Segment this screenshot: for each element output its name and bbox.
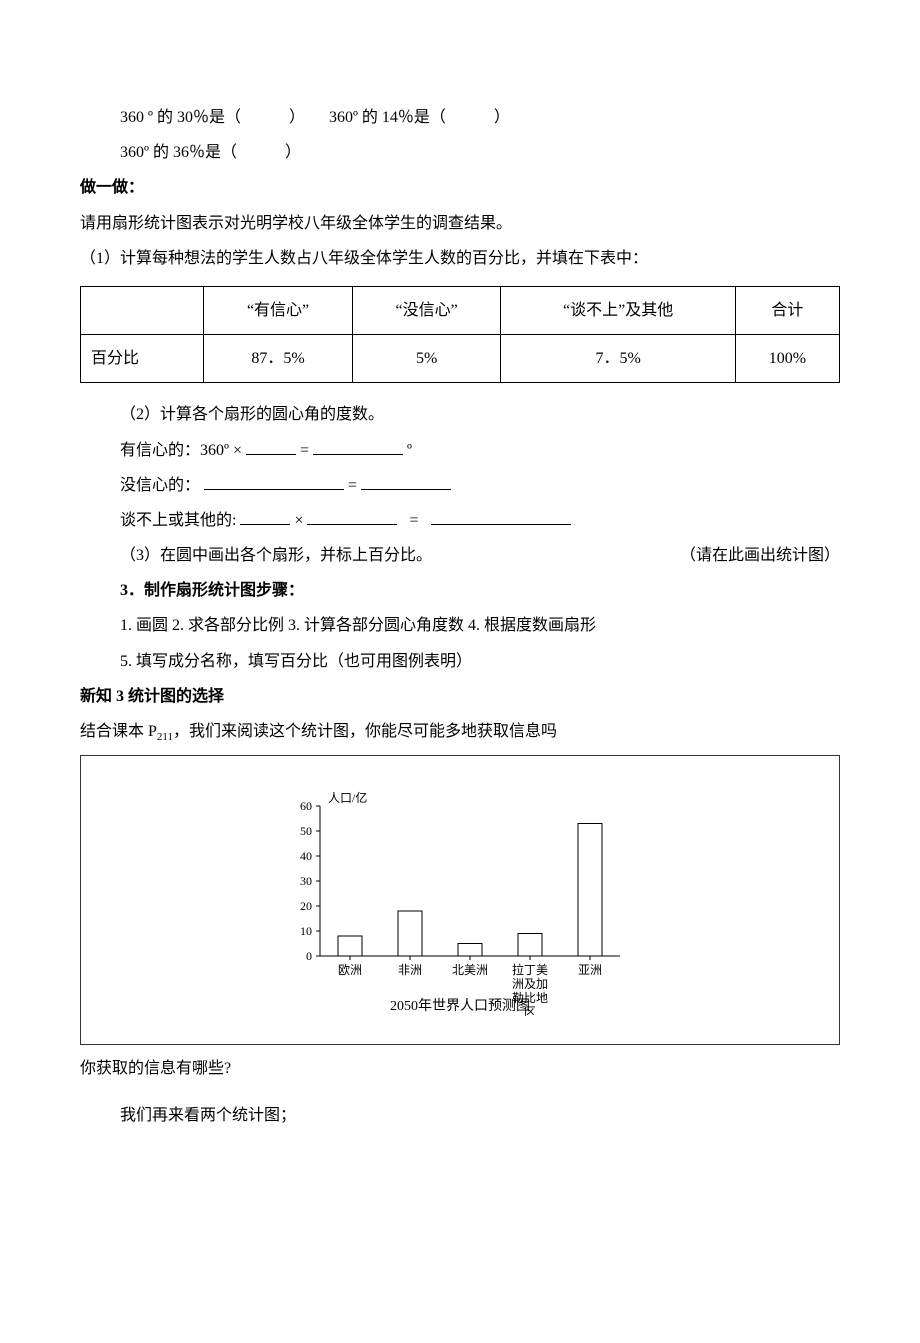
table-header-row: “有信心” “没信心” “谈不上”及其他 合计 — [81, 286, 840, 334]
xin3-intro-a: 结合课本 P — [80, 723, 157, 740]
blank-1 — [246, 438, 296, 455]
steps-line-1: 1. 画圆 2. 求各部分比例 3. 计算各部分圆心角度数 4. 根据度数画扇形 — [120, 608, 840, 643]
q2-noconf-prefix: 没信心的： — [120, 477, 200, 494]
svg-text:亚洲: 亚洲 — [578, 963, 602, 977]
steps-line-2: 5. 填写成分名称，填写百分比（也可用图例表明） — [120, 644, 840, 679]
times-1: × — [294, 512, 303, 529]
td-confident: 87．5% — [204, 335, 353, 383]
deg-1: º — [407, 442, 412, 459]
td-label: 百分比 — [81, 335, 204, 383]
svg-text:非洲: 非洲 — [398, 963, 422, 977]
svg-text:拉丁美: 拉丁美 — [512, 962, 548, 977]
eq-1: = — [300, 442, 309, 459]
chart-frame: 0102030405060人口/亿欧洲非洲北美洲拉丁美洲及加勒比地区亚洲2050… — [80, 755, 840, 1044]
q2-other-prefix: 谈不上或其他的: — [120, 512, 236, 529]
td-total: 100% — [735, 335, 839, 383]
svg-text:50: 50 — [300, 824, 312, 838]
table-row: 百分比 87．5% 5% 7．5% 100% — [81, 335, 840, 383]
q2-other: 谈不上或其他的: × = — [120, 503, 840, 538]
td-notconfident: 5% — [352, 335, 501, 383]
xin3-sub: 211 — [157, 731, 173, 743]
q2-line: （2）计算各个扇形的圆心角的度数。 — [120, 397, 840, 432]
xin3-intro-b: ，我们来阅读这个统计图，你能尽可能多地获取信息吗 — [173, 723, 557, 740]
th-total: 合计 — [735, 286, 839, 334]
blank-7 — [431, 508, 571, 525]
heading-xin3: 新知 3 统计图的选择 — [80, 679, 840, 714]
line-360-30: 360 º 的 30％是（ ） 360º 的 14％是（ ） — [120, 100, 840, 135]
th-blank — [81, 286, 204, 334]
svg-text:10: 10 — [300, 924, 312, 938]
line-360-36: 360º 的 36％是（ ） — [120, 135, 840, 170]
heading-steps: 3．制作扇形统计图步骤： — [120, 573, 840, 608]
bar-chart: 0102030405060人口/亿欧洲非洲北美洲拉丁美洲及加勒比地区亚洲2050… — [250, 776, 670, 1016]
blank-5 — [240, 508, 290, 525]
page-root: 360 º 的 30％是（ ） 360º 的 14％是（ ） 360º 的 36… — [0, 0, 920, 1343]
last-line: 我们再来看两个统计图； — [120, 1098, 840, 1133]
xin3-intro: 结合课本 P211，我们来阅读这个统计图，你能尽可能多地获取信息吗 — [80, 714, 840, 749]
eq-2: = — [348, 477, 357, 494]
q2-confident-prefix: 有信心的：360º × — [120, 442, 242, 459]
q2-confident: 有信心的：360º × = º — [120, 433, 840, 468]
svg-text:60: 60 — [300, 799, 312, 813]
svg-text:人口/亿: 人口/亿 — [328, 790, 367, 805]
percent-table: “有信心” “没信心” “谈不上”及其他 合计 百分比 87．5% 5% 7．5… — [80, 286, 840, 383]
q2-noconf: 没信心的： = — [120, 468, 840, 503]
th-confident: “有信心” — [204, 286, 353, 334]
q3-left: （3）在圆中画出各个扇形，并标上百分比。 — [120, 538, 432, 573]
svg-text:0: 0 — [306, 949, 312, 963]
spacer — [80, 1086, 840, 1098]
blank-3 — [204, 473, 344, 490]
q3-row: （3）在圆中画出各个扇形，并标上百分比。 （请在此画出统计图） — [120, 538, 840, 573]
q3-right: （请在此画出统计图） — [680, 538, 840, 573]
svg-text:40: 40 — [300, 849, 312, 863]
svg-text:20: 20 — [300, 899, 312, 913]
svg-text:30: 30 — [300, 874, 312, 888]
svg-text:2050年世界人口预测图: 2050年世界人口预测图 — [390, 998, 530, 1014]
do-line-2: （1）计算每种想法的学生人数占八年级全体学生人数的百分比，并填在下表中： — [80, 241, 840, 276]
do-line-1: 请用扇形统计图表示对光明学校八年级全体学生的调查结果。 — [80, 206, 840, 241]
th-notconfident: “没信心” — [352, 286, 501, 334]
svg-text:欧洲: 欧洲 — [338, 963, 362, 977]
blank-2 — [313, 438, 403, 455]
info-q: 你获取的信息有哪些? — [80, 1051, 840, 1086]
heading-do: 做一做： — [80, 170, 840, 205]
td-other: 7．5% — [501, 335, 735, 383]
svg-text:洲及加: 洲及加 — [512, 977, 548, 991]
blank-6 — [307, 508, 397, 525]
blank-4 — [361, 473, 451, 490]
svg-text:北美洲: 北美洲 — [452, 963, 488, 977]
eq-3: = — [409, 512, 418, 529]
th-other: “谈不上”及其他 — [501, 286, 735, 334]
